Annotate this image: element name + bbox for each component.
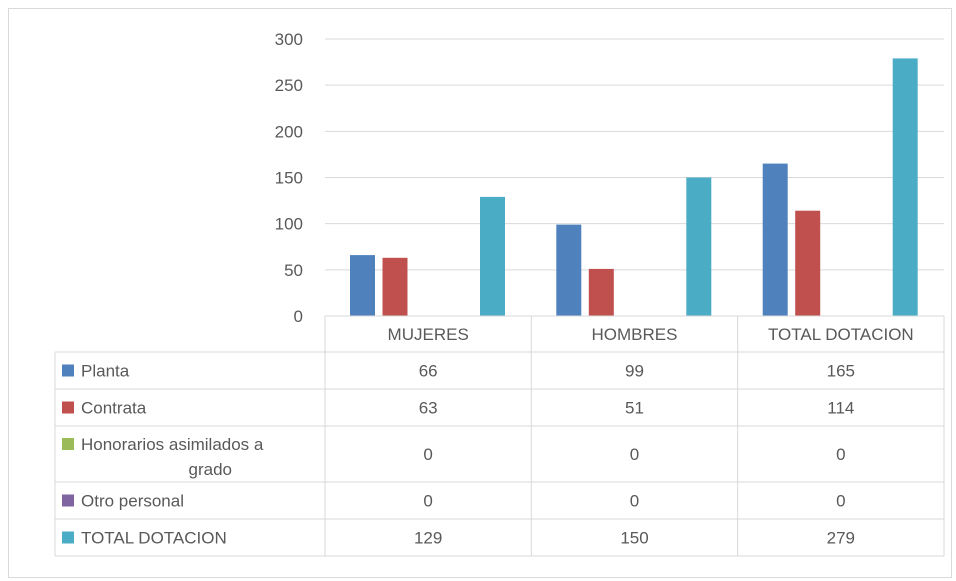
bar bbox=[480, 196, 505, 316]
data-value: 99 bbox=[625, 362, 644, 381]
data-value: 0 bbox=[630, 445, 639, 464]
chart-frame bbox=[8, 8, 952, 578]
data-value: 165 bbox=[827, 362, 855, 381]
category-label: TOTAL DOTACION bbox=[768, 325, 914, 344]
y-tick-label: 100 bbox=[275, 215, 303, 234]
series-label: Otro personal bbox=[81, 492, 184, 511]
data-value: 0 bbox=[423, 445, 432, 464]
y-tick-label: 150 bbox=[275, 169, 303, 188]
legend-key bbox=[62, 401, 74, 414]
legend-key bbox=[62, 494, 74, 507]
bar bbox=[588, 268, 614, 316]
data-value: 66 bbox=[419, 362, 438, 381]
y-tick-label: 250 bbox=[275, 76, 303, 95]
category-label: MUJERES bbox=[388, 325, 469, 344]
data-value: 0 bbox=[630, 492, 639, 511]
category-label: HOMBRES bbox=[592, 325, 678, 344]
bar bbox=[350, 255, 375, 316]
series-label: Contrata bbox=[81, 399, 147, 418]
data-value: 129 bbox=[414, 529, 442, 548]
series-label: Honorarios asimilados a bbox=[81, 435, 264, 454]
data-value: 114 bbox=[827, 399, 854, 418]
y-tick-label: 300 bbox=[275, 30, 303, 49]
y-tick-label: 0 bbox=[294, 307, 303, 326]
series-label: Planta bbox=[81, 362, 130, 381]
y-tick-label: 50 bbox=[284, 261, 303, 280]
series-label: TOTAL DOTACION bbox=[81, 529, 227, 548]
legend-key bbox=[62, 364, 74, 377]
data-value: 279 bbox=[827, 529, 855, 548]
data-value: 63 bbox=[419, 399, 438, 418]
series-label: grado bbox=[189, 460, 232, 479]
data-value: 150 bbox=[620, 529, 648, 548]
bar bbox=[892, 58, 918, 317]
bar bbox=[762, 163, 788, 316]
bar bbox=[795, 210, 821, 316]
y-tick-label: 200 bbox=[275, 122, 303, 141]
data-value: 0 bbox=[423, 492, 432, 511]
bar bbox=[686, 177, 712, 316]
bar bbox=[556, 224, 582, 316]
bar bbox=[382, 257, 408, 316]
data-value: 0 bbox=[836, 492, 845, 511]
legend-key bbox=[62, 531, 74, 544]
legend-key bbox=[62, 438, 74, 450]
data-value: 51 bbox=[625, 399, 644, 418]
data-value: 0 bbox=[836, 445, 845, 464]
